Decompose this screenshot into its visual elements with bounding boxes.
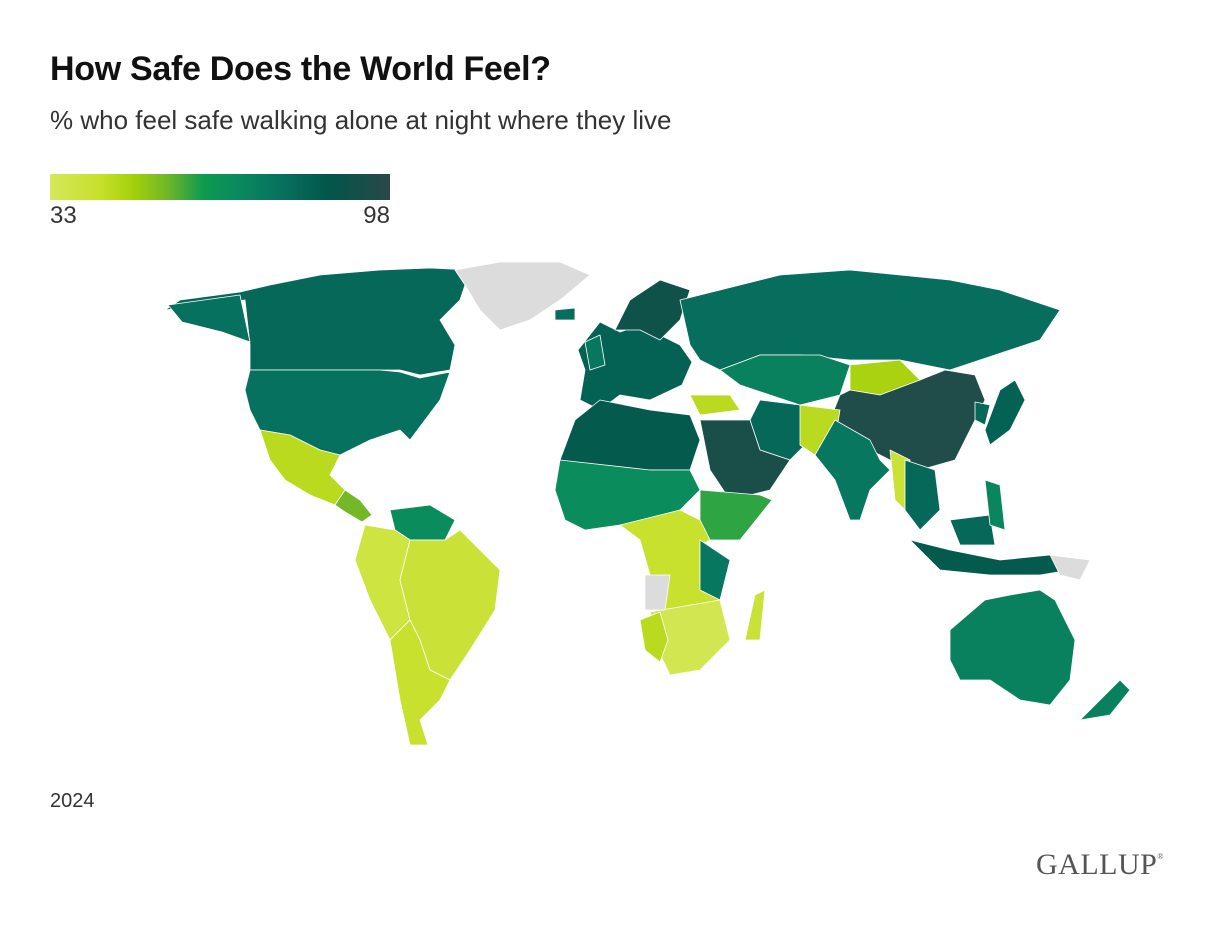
region-japan (984, 379, 1026, 446)
gallup-logo: GALLUP® (1036, 848, 1164, 881)
region-tanzania (699, 539, 731, 601)
region-saudi-arabia (699, 419, 791, 501)
region-korea (974, 401, 991, 426)
chart-title: How Safe Does the World Feel? (50, 50, 551, 88)
color-legend: 33 98 (50, 174, 390, 229)
region-iceland (554, 307, 576, 321)
region-australia (949, 589, 1076, 706)
region-turkey (689, 394, 741, 416)
region-north-africa (559, 399, 701, 471)
legend-max-label: 98 (363, 202, 390, 229)
region-indochina (904, 459, 941, 531)
region-europe (577, 321, 693, 411)
region-namibia (639, 611, 669, 663)
region-alaska (167, 294, 251, 343)
region-southern-cone (389, 619, 451, 746)
year-label: 2024 (50, 790, 95, 812)
legend-gradient (50, 174, 390, 200)
region-borneo-malaysia (949, 514, 996, 546)
region-usa (244, 369, 451, 456)
region-greenland (454, 261, 591, 331)
region-new-zealand (1079, 679, 1131, 721)
region-png (1049, 554, 1091, 581)
region-russia (679, 269, 1061, 371)
region-central-america (334, 489, 373, 523)
chart-subtitle: % who feel safe walking alone at night w… (50, 105, 672, 135)
region-uk (584, 334, 606, 371)
legend-min-label: 33 (50, 202, 77, 229)
region-horn-of-africa (699, 489, 773, 541)
region-central-asia (719, 354, 851, 406)
region-philippines (984, 479, 1006, 531)
region-angola (644, 574, 671, 611)
region-madagascar (744, 589, 766, 641)
region-brazil (399, 529, 501, 681)
region-india (814, 419, 891, 521)
